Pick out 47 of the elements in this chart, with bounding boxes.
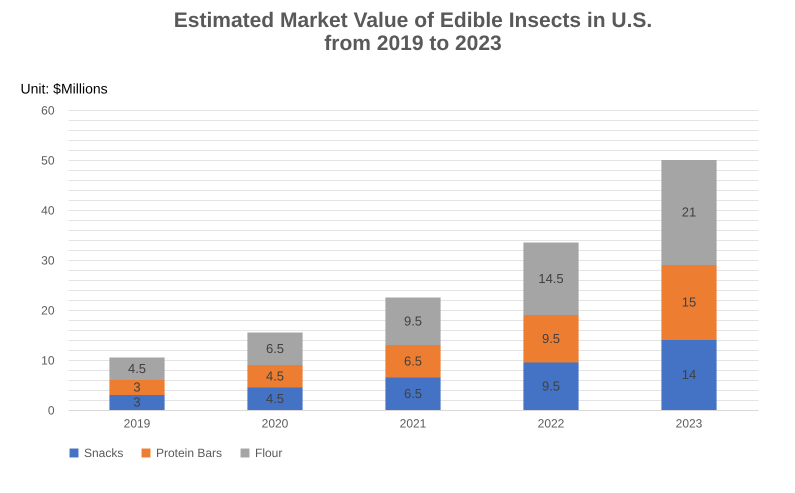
data-label: 6.5 (404, 386, 422, 401)
x-tick-label: 2021 (400, 416, 427, 430)
legend-label: Protein Bars (156, 446, 222, 460)
bar (247, 388, 303, 410)
bar (385, 378, 441, 410)
bar (247, 365, 303, 388)
data-label: 4.5 (128, 360, 146, 376)
data-label: 15 (682, 294, 696, 310)
data-label: 21 (682, 204, 696, 220)
y-tick-label: 50 (41, 154, 55, 168)
bar (661, 265, 717, 340)
data-label: 9.5 (542, 330, 560, 346)
y-tick-label: 60 (41, 104, 55, 118)
legend-label: Flour (255, 446, 282, 460)
bar (661, 160, 717, 265)
data-label: 9.5 (542, 378, 560, 394)
y-tick-label: 0 (48, 404, 55, 418)
data-label: 3 (133, 380, 141, 394)
bar (247, 332, 303, 365)
data-label: 4.5 (266, 390, 284, 406)
bar (523, 242, 579, 315)
bar (661, 340, 717, 410)
x-tick-label: 2019 (124, 416, 151, 430)
legend-label: Snacks (84, 446, 124, 460)
data-label: 6.5 (266, 340, 284, 356)
x-tick-label: 2020 (262, 416, 289, 430)
bar (385, 298, 441, 345)
y-tick-label: 10 (41, 354, 55, 368)
y-tick-label: 30 (41, 254, 55, 268)
y-tick-label: 20 (41, 304, 55, 318)
bar (523, 362, 579, 410)
bar (385, 345, 441, 378)
x-tick-label: 2023 (676, 416, 703, 430)
data-label: 14 (682, 367, 696, 382)
bar (109, 395, 165, 410)
y-axis-title: Unit: $Millions (20, 80, 108, 96)
x-tick-label: 2022 (538, 416, 565, 430)
data-label: 4.5 (266, 368, 284, 384)
data-label: 14.5 (538, 270, 564, 286)
y-tick-label: 40 (41, 204, 55, 218)
data-label: 3 (133, 394, 141, 410)
bar (523, 315, 579, 362)
data-label: 9.5 (404, 313, 422, 328)
bar (109, 358, 165, 380)
chart-title: Estimated Market Value of Edible Insects in U.S. from 2019 to 2023 (174, 9, 652, 55)
data-label: 6.5 (404, 353, 422, 368)
bar (109, 380, 165, 395)
